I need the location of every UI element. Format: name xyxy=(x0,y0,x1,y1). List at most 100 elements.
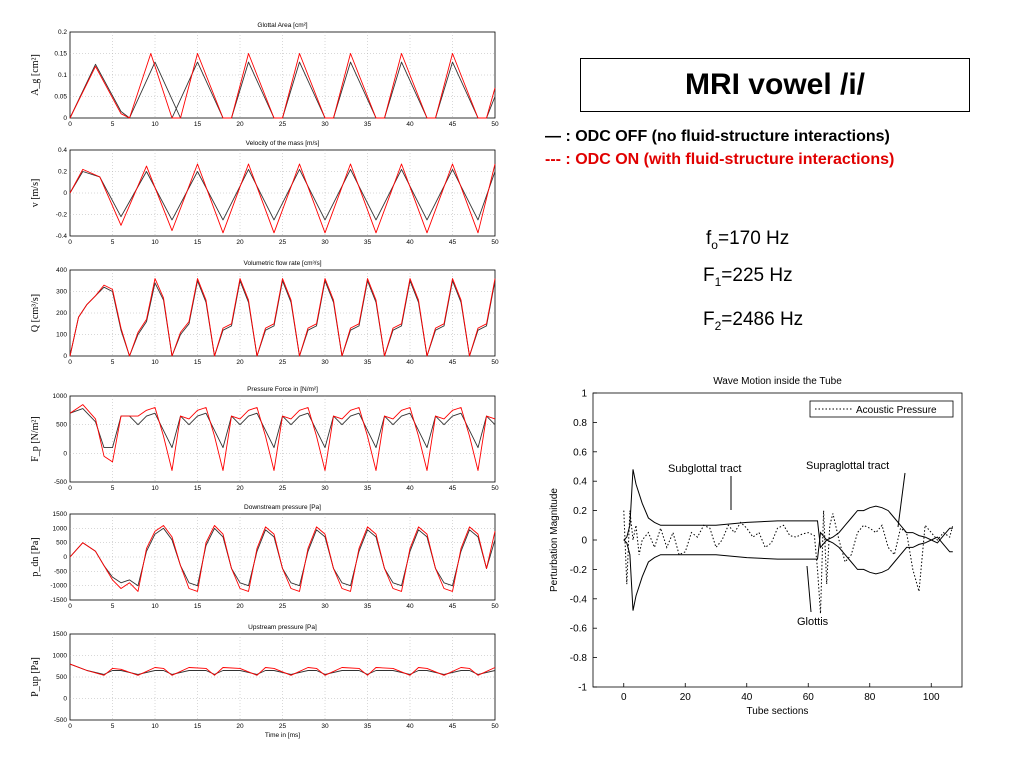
panel-1-xtick: 5 xyxy=(111,121,115,128)
panel-4-title: Pressure Force in [N/m²] xyxy=(247,386,318,393)
wave-title: Wave Motion inside the Tube xyxy=(713,376,842,387)
panel-1-ytick: 0 xyxy=(63,115,67,122)
wave-xlabel: Tube sections xyxy=(747,706,809,717)
panel-6-xtick: 20 xyxy=(236,723,244,730)
wave-ytick: 1 xyxy=(581,389,587,400)
panel-5-ytick: -500 xyxy=(54,568,67,575)
panel-4-xtick: 15 xyxy=(194,485,202,492)
wave-ytick: 0 xyxy=(581,536,587,547)
panel-5-ytick: 500 xyxy=(56,540,67,547)
panel-2-xtick: 15 xyxy=(194,239,202,246)
panel-6-xtick: 50 xyxy=(491,723,499,730)
panel-4-xtick: 5 xyxy=(111,485,115,492)
panel-6-ylabel: P_up [Pa] xyxy=(30,657,41,697)
panel-5-xtick: 20 xyxy=(236,603,244,610)
panel-4-ytick: -500 xyxy=(54,479,67,486)
wave-xtick: 40 xyxy=(741,692,753,703)
wave-ytick: 0.8 xyxy=(573,418,587,429)
panel-5-ytick: -1000 xyxy=(50,583,67,590)
panel-4-xtick: 40 xyxy=(406,485,414,492)
panel-6-ytick: 1500 xyxy=(53,631,68,638)
wave-ytick: -0.2 xyxy=(570,565,588,576)
panel-4-ytick: 1000 xyxy=(53,393,68,400)
panel-4-series-odc-on xyxy=(69,404,496,471)
wave-legend-label: Acoustic Pressure xyxy=(856,405,937,416)
panel-3-xtick: 30 xyxy=(321,359,329,366)
panel-6-xtick: 10 xyxy=(151,723,159,730)
panel-4-xtick: 20 xyxy=(236,485,244,492)
panel-3-xtick: 40 xyxy=(406,359,414,366)
panel-3-ytick: 100 xyxy=(56,332,67,339)
param-f2: F2=2486 Hz xyxy=(703,309,804,333)
panel-2-ytick: 0.2 xyxy=(58,169,67,176)
panel-6-xtick: 0 xyxy=(68,723,72,730)
panel-2-ylabel: v [m/s] xyxy=(30,179,41,208)
panel-5-ytick: 0 xyxy=(63,554,67,561)
panel-2-xtick: 0 xyxy=(68,239,72,246)
panel-2-ytick: 0 xyxy=(63,190,67,197)
panel-5-ylabel: p_dn [Pa] xyxy=(30,537,41,576)
panel-3-xtick: 25 xyxy=(279,359,287,366)
panel-4-ylabel: F_p [N/m²] xyxy=(30,416,41,462)
panel-3-series-odc-on xyxy=(69,278,496,357)
wave-series-acoustic-pressure xyxy=(623,510,954,614)
panel-2-xtick: 45 xyxy=(449,239,457,246)
panel-6-xlabel: Time in [ms] xyxy=(265,732,300,739)
wave-legend-box xyxy=(809,400,954,418)
wave-ytick: 0.6 xyxy=(573,447,587,458)
panel-1-series-odc-on xyxy=(69,53,496,119)
panel-4-xtick: 35 xyxy=(364,485,372,492)
wave-ytick: -1 xyxy=(578,683,587,694)
panel-6-title: Upstream pressure [Pa] xyxy=(248,624,317,631)
wave-ytick: -0.8 xyxy=(570,653,588,664)
wave-ylabel: Perturbation Magnitude xyxy=(549,488,560,592)
panel-4-xtick: 25 xyxy=(279,485,287,492)
panel-6-series-odc-on xyxy=(69,663,496,676)
panel-2-xtick: 30 xyxy=(321,239,329,246)
panel-5-xtick: 30 xyxy=(321,603,329,610)
panel-5-xtick: 10 xyxy=(151,603,159,610)
panel-5-xtick: 5 xyxy=(111,603,115,610)
panel-3-ytick: 0 xyxy=(63,353,67,360)
panel-1-xtick: 30 xyxy=(321,121,329,128)
panel-1-title: Glottal Area [cm²] xyxy=(257,22,307,29)
panel-6-ytick: 1000 xyxy=(53,653,68,660)
wave-xtick: 80 xyxy=(864,692,876,703)
panel-5-xtick: 35 xyxy=(364,603,372,610)
wave-frame xyxy=(592,392,963,688)
legend-odc-on: --- : ODC ON (with fluid-structure inter… xyxy=(545,151,895,168)
panel-2-xtick: 25 xyxy=(279,239,287,246)
panel-2-xtick: 10 xyxy=(151,239,159,246)
panel-1-ytick: 0.2 xyxy=(58,29,67,36)
panel-5-xtick: 0 xyxy=(68,603,72,610)
panel-1-xtick: 25 xyxy=(279,121,287,128)
panel-3-ytick: 200 xyxy=(56,310,67,317)
wave-xtick: 100 xyxy=(923,692,940,703)
panel-4-xtick: 30 xyxy=(321,485,329,492)
panel-3-xtick: 50 xyxy=(491,359,499,366)
annotation-supraglottal-pointer xyxy=(897,472,906,528)
panel-1-xtick: 20 xyxy=(236,121,244,128)
panel-6-ytick: 0 xyxy=(63,696,67,703)
panel-3-xtick: 0 xyxy=(68,359,72,366)
panel-5-series-odc-off xyxy=(69,527,496,587)
panel-5-xtick: 45 xyxy=(449,603,457,610)
panel-5-ytick: -1500 xyxy=(50,597,67,604)
panel-2-title: Velocity of the mass [m/s] xyxy=(246,140,320,147)
panel-2-ytick: -0.4 xyxy=(56,233,68,240)
panel-3-xtick: 10 xyxy=(151,359,159,366)
panel-5-title: Downstream pressure [Pa] xyxy=(244,504,321,511)
panel-1-xtick: 50 xyxy=(491,121,499,128)
wave-ytick: 0.2 xyxy=(573,506,587,517)
panel-6-xtick: 35 xyxy=(364,723,372,730)
panel-4-ytick: 0 xyxy=(63,450,67,457)
panel-1-xtick: 45 xyxy=(449,121,457,128)
panel-5-series-odc-on xyxy=(69,525,496,592)
legend-odc-off: — : ODC OFF (no fluid-structure interact… xyxy=(545,128,890,145)
panel-1-xtick: 0 xyxy=(68,121,72,128)
panel-6-xtick: 40 xyxy=(406,723,414,730)
panel-5-xtick: 40 xyxy=(406,603,414,610)
wave-xtick: 60 xyxy=(803,692,815,703)
panel-3-xtick: 45 xyxy=(449,359,457,366)
